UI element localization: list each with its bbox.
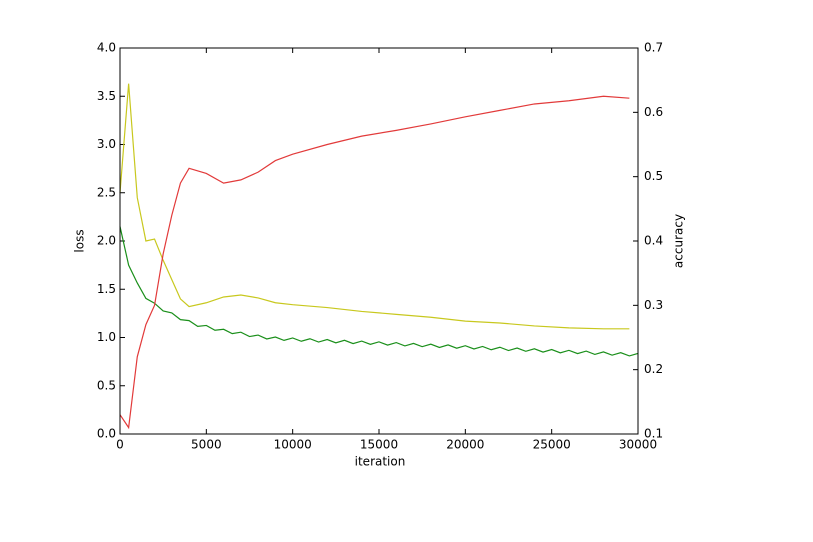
x-tick-label: 10000 xyxy=(274,438,312,452)
x-tick-label: 5000 xyxy=(191,438,222,452)
y2-tick-label: 0.4 xyxy=(644,234,663,248)
series-line xyxy=(119,83,630,330)
y2-tick-label: 0.2 xyxy=(644,362,663,376)
y-tick-label: 2.5 xyxy=(97,185,116,199)
y2-tick-label: 0.7 xyxy=(644,41,663,55)
y-tick-label: 4.0 xyxy=(97,41,116,55)
y-tick-label: 2.0 xyxy=(97,234,116,248)
y-tick-label: 3.0 xyxy=(97,137,116,151)
x-tick-label: 15000 xyxy=(360,438,398,452)
y-tick-label: 3.5 xyxy=(97,89,116,103)
x-tick-label: 30000 xyxy=(619,438,657,452)
y-tick-label: 1.0 xyxy=(97,330,116,344)
y2-tick-label: 0.5 xyxy=(644,169,663,183)
y2-tick-label: 0.3 xyxy=(644,298,663,312)
y-tick-label: 0.0 xyxy=(97,427,116,441)
y2-tick-label: 0.1 xyxy=(644,427,663,441)
y-axis-label: loss xyxy=(73,229,87,252)
y2-axis-label: accuracy xyxy=(672,214,686,268)
y2-tick-label: 0.6 xyxy=(644,105,663,119)
plot-frame xyxy=(119,47,639,435)
y-tick-label: 0.5 xyxy=(97,378,116,392)
x-tick-label: 20000 xyxy=(446,438,484,452)
series-line xyxy=(119,95,630,430)
x-tick-label: 0 xyxy=(116,438,124,452)
x-axis-label: iteration xyxy=(355,455,406,469)
y-tick-label: 1.5 xyxy=(97,282,116,296)
series-line xyxy=(119,226,639,357)
x-tick-label: 25000 xyxy=(533,438,571,452)
